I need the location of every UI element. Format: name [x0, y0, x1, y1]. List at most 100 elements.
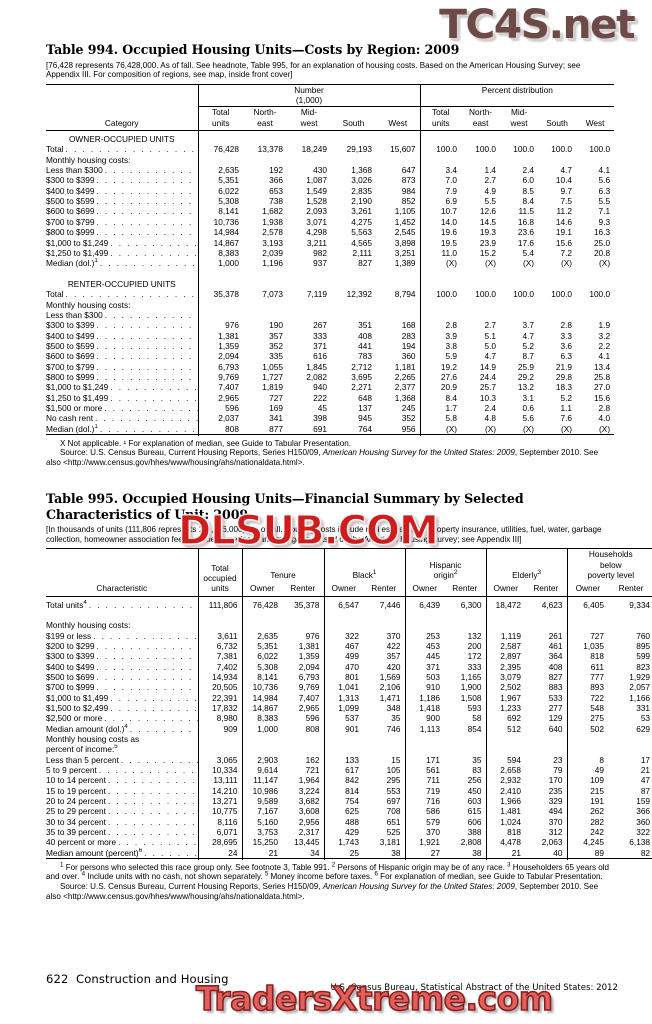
group-footnote-marker: 1 — [372, 569, 377, 577]
table-cell: 83 — [472, 765, 482, 776]
row-label-text: $1,500 to $2,499 — [46, 703, 109, 713]
table-cell: 586 — [404, 806, 444, 817]
table-cell-empty — [241, 734, 282, 745]
row-label-text: $400 to $499 — [46, 661, 95, 672]
total-col-line2: occupied — [203, 572, 237, 583]
table-cell: 10,736 — [197, 216, 243, 228]
table-cell-empty — [538, 269, 576, 279]
table-cell: 1,471 — [379, 692, 401, 703]
table-cell: 4,623 — [541, 599, 563, 610]
table-row: $600 to $699 8,141 1,682 2,093 3,261 1,10510.… — [46, 206, 614, 217]
table-cell: 5.1 — [484, 330, 497, 341]
table-cell: 764 — [358, 423, 372, 434]
table-cell: 10.7 — [419, 206, 462, 217]
table-cell: 5,308 — [197, 196, 243, 207]
table-cell: 2,037 — [197, 413, 243, 424]
table-cell: 3.2 — [598, 330, 611, 341]
table-cell: 3,695 — [351, 371, 372, 382]
table-cell: 2.8 — [598, 403, 611, 413]
table-cell: 561 — [404, 765, 444, 776]
table-cell: 956 — [401, 423, 416, 434]
leader-dots — [96, 341, 197, 351]
table-cell: 13.4 — [593, 361, 611, 372]
table-cell-empty — [404, 744, 444, 755]
table-cell: 20,505 — [197, 682, 242, 693]
table-cell: 4.1 — [598, 351, 611, 362]
table-cell: 6.9 — [419, 196, 462, 207]
table-cell: 691 — [313, 423, 327, 434]
table-cell-empty — [500, 300, 538, 310]
table-cell: 461 — [548, 640, 563, 651]
table-cell: 13.2 — [517, 382, 535, 393]
table-cell: 3,079 — [485, 671, 526, 683]
table-cell: 1.1 — [560, 403, 573, 413]
table-cell: 100.0 — [475, 289, 497, 300]
table-cell: 7,073 — [262, 289, 283, 300]
table-cell: 21 — [485, 847, 526, 859]
table-cell: 27.6 — [419, 371, 462, 383]
table-cell: 24.4 — [479, 371, 497, 382]
table-cell — [576, 310, 614, 320]
table-cell: 15.6 — [593, 392, 611, 403]
table-cell: 27 — [404, 847, 444, 859]
col-header-line2: east — [257, 117, 273, 128]
sub-heading: Monthly housing costs: — [46, 299, 131, 310]
table-cell-empty — [376, 269, 420, 279]
table-cell: 2,897 — [485, 651, 526, 662]
table-cell: 357 — [269, 330, 283, 341]
table-cell: 27.0 — [593, 382, 611, 393]
table-cell: 3,898 — [394, 237, 416, 248]
row-label: Median amount (percent)6 — [46, 848, 198, 859]
col-header-west-number: West — [376, 107, 420, 131]
table-cell: 727 — [269, 392, 283, 403]
table-cell: 15.2 — [479, 247, 497, 258]
table-row: Median amount (percent)62421342538273821… — [46, 847, 652, 859]
table-cell-empty — [363, 610, 405, 620]
leader-dots — [96, 196, 197, 206]
col-header-total-units-number: Total units — [197, 106, 243, 131]
leader-dots — [105, 310, 198, 320]
footnote-marker: 6 — [138, 847, 143, 855]
table-cell: 5,563 — [351, 227, 372, 238]
table-994-note-x: X Not applicable. ¹ For explanation of m… — [60, 438, 351, 448]
subheading-row: Monthly housing costs: — [46, 299, 614, 310]
table-cell: 8,141 — [241, 671, 282, 683]
row-label: Less than $300 — [46, 310, 198, 320]
table-cell: 603 — [467, 796, 482, 807]
table-cell: 2.8 — [560, 320, 573, 331]
col-header-total-units-percent: Total units — [419, 106, 462, 131]
table-cell: 100.0 — [589, 144, 611, 155]
table-row: $800 to $99914,9842,5784,2985,5632,54519… — [46, 227, 614, 238]
table-cell: 3,211 — [306, 237, 327, 248]
table-994-headnote: [76,428 represents 76,428,000. As of fal… — [46, 60, 581, 80]
table-cell: 2,082 — [306, 371, 327, 382]
table-cell: 2,658 — [485, 765, 526, 776]
table-cell-empty — [197, 299, 243, 310]
table-cell: 5.8 — [419, 413, 462, 424]
table-cell-empty — [331, 155, 376, 165]
table-cell: 4,565 — [351, 237, 372, 248]
table-cell: 2,094 — [298, 661, 320, 672]
sub-heading-percent-line2: percent of income:5 — [46, 744, 118, 755]
table-cell: 3.1 — [522, 392, 535, 403]
table-cell: 18.3 — [555, 382, 573, 393]
leader-dots — [108, 796, 198, 806]
row-label-text: $700 to $799 — [46, 361, 95, 372]
table-cell: 10,986 — [241, 785, 282, 797]
table-cell: 370 — [404, 827, 444, 838]
table-cell: 2.7 — [484, 320, 497, 331]
table-cell: 7.2 — [560, 247, 573, 258]
table-cell: 982 — [313, 247, 327, 258]
table-cell: 596 — [197, 403, 243, 414]
table-cell: 7,119 — [306, 289, 327, 300]
table-995-source: Source: U.S. Census Bureau, Current Hous… — [46, 882, 599, 901]
table-cell: 335 — [269, 351, 283, 362]
table-cell-empty — [404, 609, 444, 621]
col-header-line2: West — [585, 117, 605, 128]
